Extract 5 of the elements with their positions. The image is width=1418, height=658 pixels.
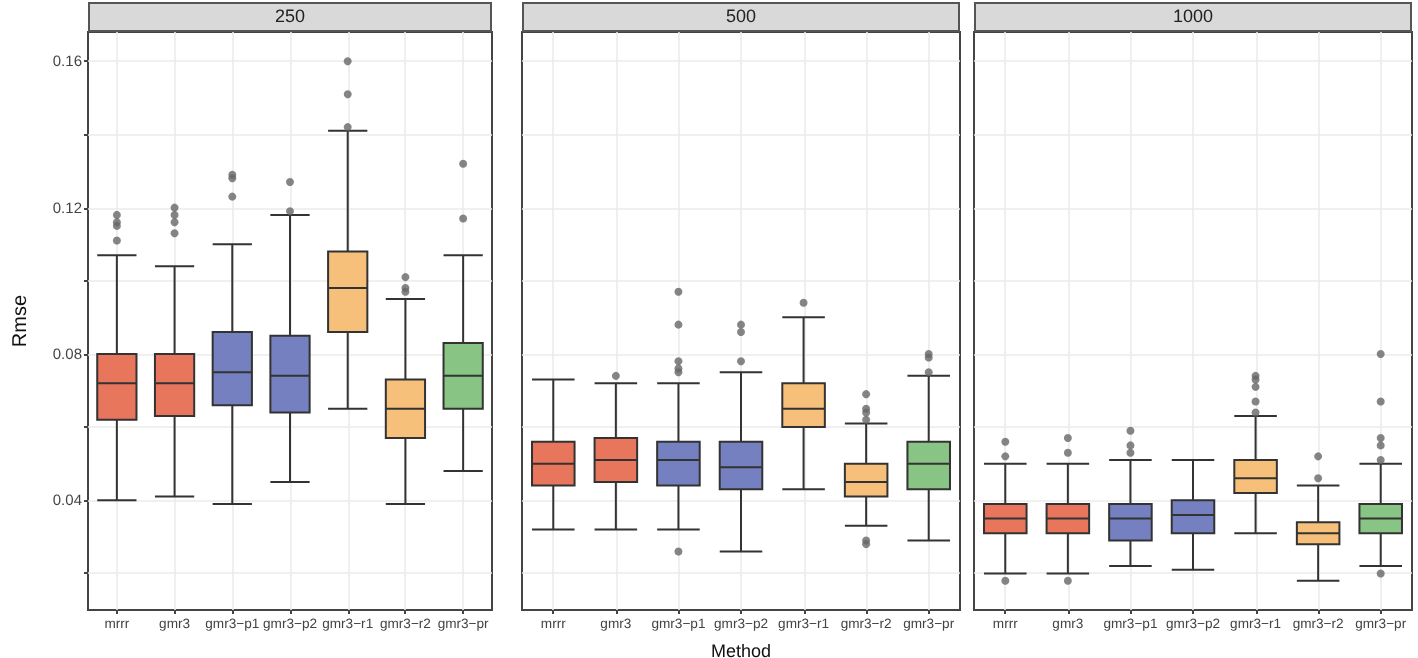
y-axis-title: Rmse — [10, 294, 33, 348]
chart-title: 500 — [522, 2, 960, 32]
chart-title: 1000 — [974, 2, 1412, 32]
x-axis-title: Method — [710, 640, 772, 658]
chart-title: 250 — [88, 2, 492, 32]
